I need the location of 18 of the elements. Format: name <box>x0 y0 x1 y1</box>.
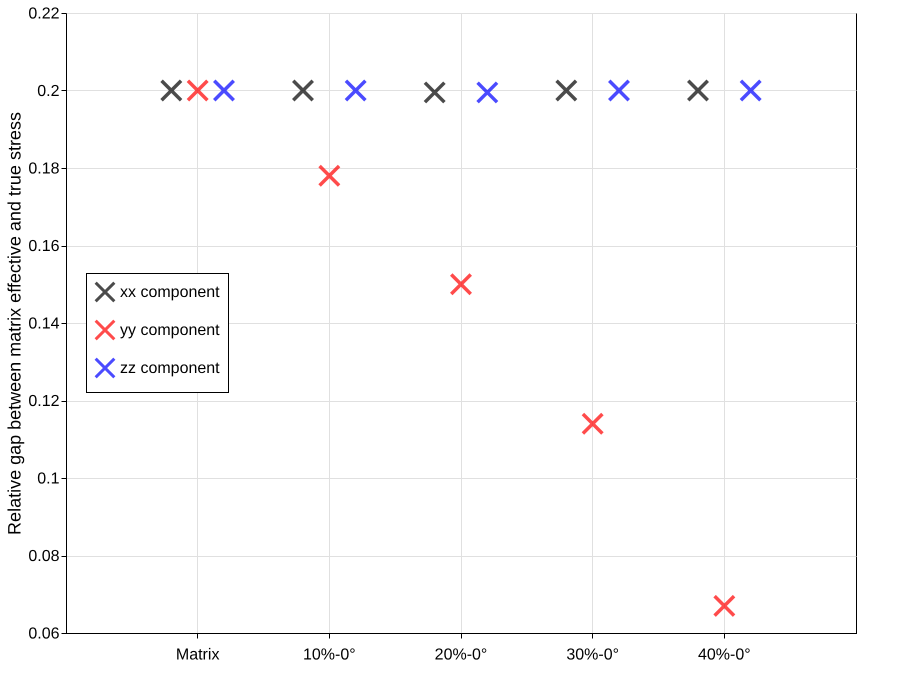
y-tick-label: 0.14 <box>28 316 60 332</box>
y-tick-label: 0.18 <box>28 160 60 178</box>
y-tick-label: 0.1 <box>37 470 60 488</box>
legend-label: yy component <box>120 322 220 339</box>
y-tick-label: 0.12 <box>28 393 60 410</box>
x-tick-label: 30%-0° <box>566 646 619 664</box>
x-tick-label: 40%-0° <box>698 646 751 664</box>
y-axis-title: Relative gap between matrix effective and true stress <box>4 112 24 535</box>
x-tick-label: 10%-0° <box>303 646 356 664</box>
y-tick-label: 0.06 <box>28 626 60 642</box>
legend-label: xx component <box>120 284 220 301</box>
y-tick-label: 0.22 <box>28 6 60 22</box>
legend-label: zz component <box>120 360 220 377</box>
y-tick-label: 0.16 <box>28 238 60 255</box>
x-tick-label: Matrix <box>176 646 220 664</box>
y-tick-label: 0.08 <box>28 548 60 565</box>
y-tick-label: 0.2 <box>37 83 60 100</box>
x-tick-label: 20%-0° <box>434 646 488 664</box>
